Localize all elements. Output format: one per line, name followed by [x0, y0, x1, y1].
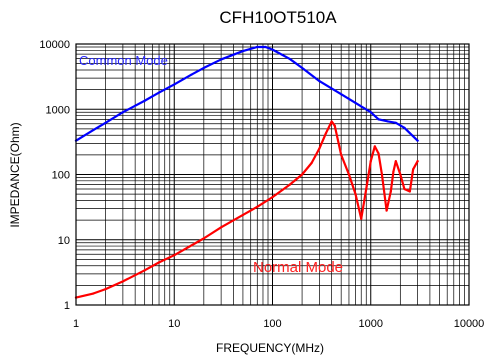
grid — [76, 44, 469, 305]
data-point — [264, 45, 267, 49]
data-point — [300, 66, 304, 70]
data-point — [92, 128, 95, 132]
data-point — [256, 45, 259, 49]
data-point — [408, 190, 411, 193]
chart-title: CFH10OT510A — [219, 8, 337, 27]
data-point — [392, 170, 395, 173]
data-point — [288, 183, 291, 186]
data-point — [104, 121, 107, 124]
data-point — [377, 152, 380, 155]
data-point — [157, 261, 161, 264]
plot-frame — [75, 43, 470, 306]
data-point — [271, 196, 274, 199]
data-point — [324, 132, 328, 135]
data-point — [385, 209, 388, 212]
data-point — [157, 91, 161, 94]
data-point — [347, 173, 351, 176]
data-point — [394, 121, 397, 124]
data-point — [369, 111, 372, 114]
data-point — [220, 58, 223, 61]
x-tick-label: 1000 — [359, 318, 383, 330]
data-point — [340, 153, 343, 156]
x-tick-label: 1 — [73, 318, 79, 330]
data-point — [202, 66, 205, 70]
data-point — [318, 147, 321, 150]
data-point — [380, 173, 384, 176]
data-point — [394, 160, 397, 163]
data-point — [241, 213, 245, 217]
data-point — [416, 160, 419, 163]
series-layer — [74, 45, 419, 299]
x-tick-label: 10 — [168, 318, 180, 330]
data-point — [173, 83, 176, 86]
data-point — [143, 269, 146, 272]
data-point — [386, 120, 390, 123]
data-point — [310, 161, 313, 165]
data-point — [403, 126, 406, 129]
data-point — [121, 111, 124, 114]
tick-labels: 1 10 100 1000 10000 1 10 100 1000 10000 — [39, 39, 484, 330]
data-point — [318, 80, 321, 83]
data-point — [92, 292, 95, 295]
data-point — [121, 280, 124, 283]
data-point — [104, 288, 107, 291]
annotation-common-mode: Common Mode — [79, 53, 168, 68]
data-point — [389, 190, 392, 193]
data-point — [403, 187, 406, 191]
data-point — [354, 101, 357, 105]
data-point — [340, 93, 343, 96]
x-axis-label: FREQUENCY(MHz) — [216, 341, 324, 355]
x-tick-label: 10000 — [454, 318, 485, 330]
data-point — [360, 217, 363, 220]
data-point — [399, 173, 402, 176]
data-point — [220, 226, 223, 229]
data-point — [256, 205, 259, 208]
data-point — [173, 254, 176, 257]
data-point — [412, 168, 415, 171]
data-point — [143, 99, 146, 102]
annotation-normal-mode: Normal Mode — [253, 259, 343, 276]
data-point — [190, 73, 193, 76]
data-point — [288, 57, 291, 61]
y-tick-label: 10000 — [39, 39, 70, 51]
data-point — [373, 145, 376, 148]
data-point — [377, 118, 380, 121]
data-point — [202, 237, 205, 240]
data-point — [369, 160, 372, 163]
data-point — [333, 124, 336, 127]
data-point — [241, 49, 245, 53]
x-tick-label: 100 — [263, 318, 281, 330]
data-point — [300, 173, 304, 176]
y-tick-label: 10 — [58, 235, 70, 247]
y-axis-label: IMPEDANCE(Ohm) — [8, 122, 22, 227]
y-tick-label: 100 — [52, 170, 70, 182]
data-point — [330, 120, 333, 123]
data-point — [416, 139, 419, 142]
data-point — [365, 187, 368, 191]
y-tick-label: 1000 — [46, 104, 70, 116]
data-point — [354, 193, 357, 196]
data-point — [271, 48, 274, 51]
y-tick-label: 1 — [64, 300, 70, 312]
